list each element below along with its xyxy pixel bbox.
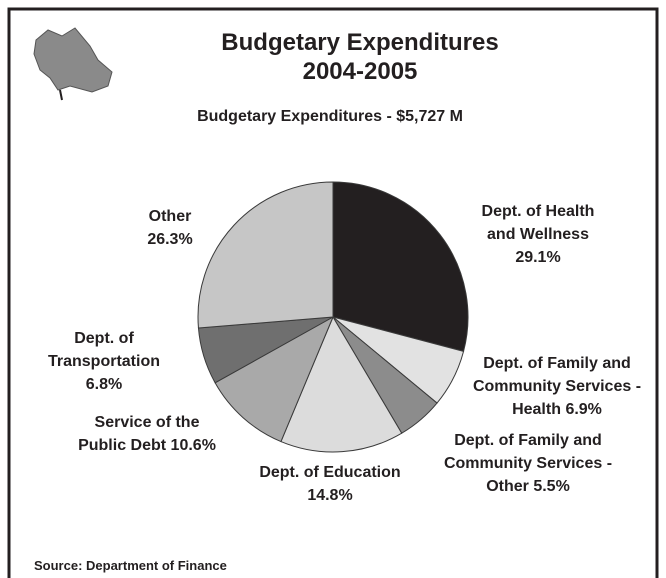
- value-label: 6.9%: [565, 401, 602, 418]
- pie-slice: [197, 181, 334, 329]
- pie-slice: [214, 315, 335, 443]
- category-name: Dept. of Education: [259, 464, 401, 481]
- page-subtitle: 2004-2005: [302, 58, 418, 85]
- chart-title: Budgetary Expenditures - $5,727 M: [197, 108, 463, 125]
- value-label: 6.8%: [85, 376, 123, 393]
- icon-detail: [59, 89, 63, 101]
- category-name: Dept. of Health and Wellness: [481, 203, 595, 243]
- pie-slice: [332, 181, 469, 353]
- slice-label: Dept. of Education 14.8%: [245, 461, 415, 507]
- slice-label: Dept. of Family and Community Services -…: [433, 429, 623, 498]
- frame-border: [7, 7, 659, 578]
- category-name: Service of the Public Debt: [78, 414, 200, 454]
- value-label: 10.6%: [170, 437, 216, 454]
- value-label: 26.3%: [147, 231, 193, 248]
- pie-slice: [280, 315, 403, 453]
- value-label: 29.1%: [515, 249, 561, 266]
- value-label: 14.8%: [307, 487, 353, 504]
- slice-label: Other 26.3%: [130, 205, 210, 251]
- category-name: Dept. of Family and Community Services -…: [443, 432, 613, 495]
- slice-label: Dept. of Health and Wellness 29.1%: [468, 200, 608, 269]
- page-title: Budgetary Expenditures: [221, 29, 499, 56]
- category-name: Dept. of Transportation: [47, 330, 160, 370]
- category-name: Other: [148, 208, 192, 225]
- slice-label: Dept. of Transportation 6.8%: [39, 327, 169, 396]
- province-icon: [33, 27, 113, 93]
- source-note: Source: Department of Finance: [34, 558, 227, 573]
- slice-label: Service of the Public Debt 10.6%: [77, 411, 217, 457]
- value-label: 5.5%: [533, 478, 570, 495]
- category-name: Dept. of Family and Community Services -…: [472, 355, 642, 418]
- slice-label: Dept. of Family and Community Services -…: [462, 352, 652, 421]
